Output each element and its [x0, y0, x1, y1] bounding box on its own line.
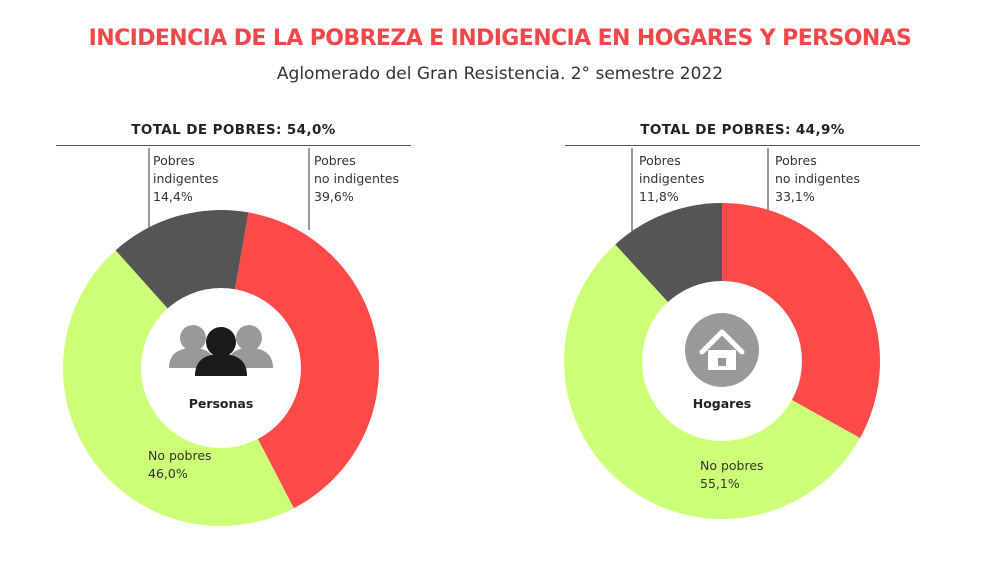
hogares-donut [564, 148, 881, 519]
hogares-panel: TOTAL DE POBRES: 44,9% Hogares Pobres in… [564, 118, 925, 538]
chart-title: INCIDENCIA DE LA POBREZA E INDIGENCIA EN… [88, 26, 912, 51]
center-label-personas: Personas [188, 396, 254, 411]
label-no-pobres: No pobres 46,0% [148, 448, 212, 481]
total-divider [565, 145, 920, 146]
label-indigentes: Pobres indigentes 14,4% [153, 153, 219, 204]
label-no-indigentes: Pobres no indigentes 33,1% [775, 153, 860, 204]
label-no-pobres: No pobres 55,1% [700, 458, 764, 491]
personas-donut [63, 148, 379, 526]
center-label-hogares: Hogares [692, 396, 752, 411]
label-no-indigentes: Pobres no indigentes 39,6% [314, 153, 399, 204]
chart-subtitle: Aglomerado del Gran Resistencia. 2° seme… [276, 64, 724, 84]
personas-panel: TOTAL DE POBRES: 54,0% Personas Pobres i… [56, 118, 416, 538]
house-icon [685, 313, 759, 387]
people-icon [169, 325, 273, 376]
label-indigentes: Pobres indigentes 11,8% [639, 153, 705, 204]
total-divider [56, 145, 411, 146]
total-pobres-label: TOTAL DE POBRES: 54,0% [131, 122, 336, 138]
total-pobres-label: TOTAL DE POBRES: 44,9% [640, 122, 845, 138]
